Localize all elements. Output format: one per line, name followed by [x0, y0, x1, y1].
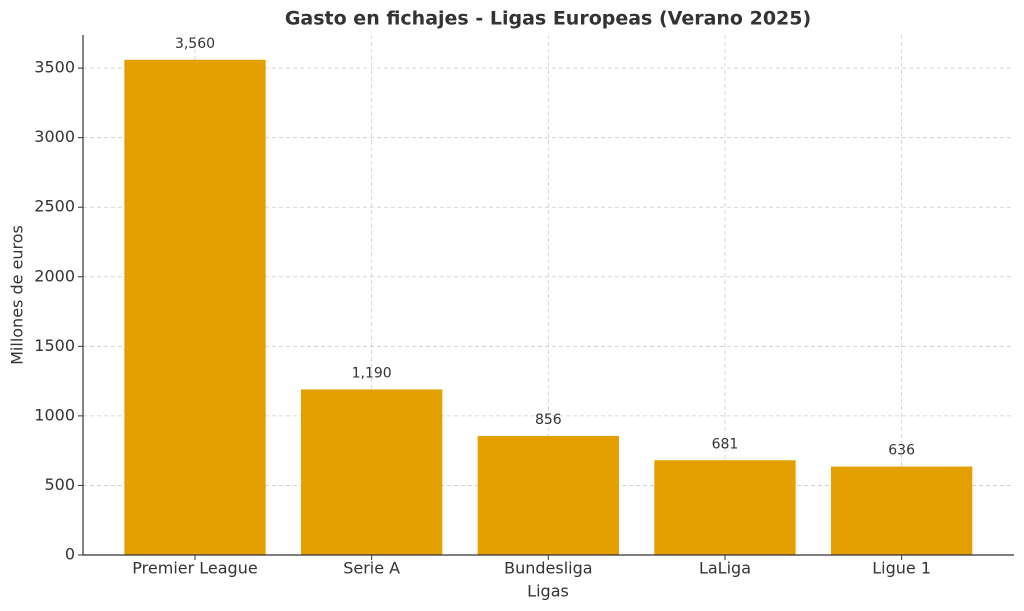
x-tick-label: Bundesliga: [504, 559, 592, 578]
bar: [830, 466, 973, 555]
y-tick-label: 0: [65, 545, 75, 564]
value-label: 856: [535, 412, 562, 428]
value-label: 636: [888, 443, 915, 459]
x-tick-label: LaLiga: [699, 559, 751, 578]
chart-title: Gasto en fichajes - Ligas Europeas (Vera…: [285, 8, 811, 30]
y-axis-label: Millones de euros: [8, 225, 27, 365]
bar: [124, 59, 266, 556]
y-tick-label: 3500: [34, 58, 75, 77]
x-axis-label: Ligas: [527, 582, 569, 601]
y-tick-label: 2500: [34, 197, 75, 216]
value-label: 1,190: [352, 365, 392, 381]
y-tick-label: 500: [44, 475, 75, 494]
y-tick-label: 1000: [34, 405, 75, 424]
bar: [477, 435, 619, 555]
value-label: 3,560: [175, 36, 215, 52]
x-tick-label: Ligue 1: [872, 559, 931, 578]
x-tick-label: Premier League: [132, 559, 257, 578]
y-tick-label: 1500: [34, 336, 75, 355]
value-label: 681: [712, 436, 739, 452]
y-tick-label: 2000: [34, 266, 75, 285]
y-tick-label: 3000: [34, 127, 75, 146]
x-tick-label: Serie A: [343, 559, 400, 578]
bar: [654, 460, 796, 555]
bar: [300, 389, 443, 555]
